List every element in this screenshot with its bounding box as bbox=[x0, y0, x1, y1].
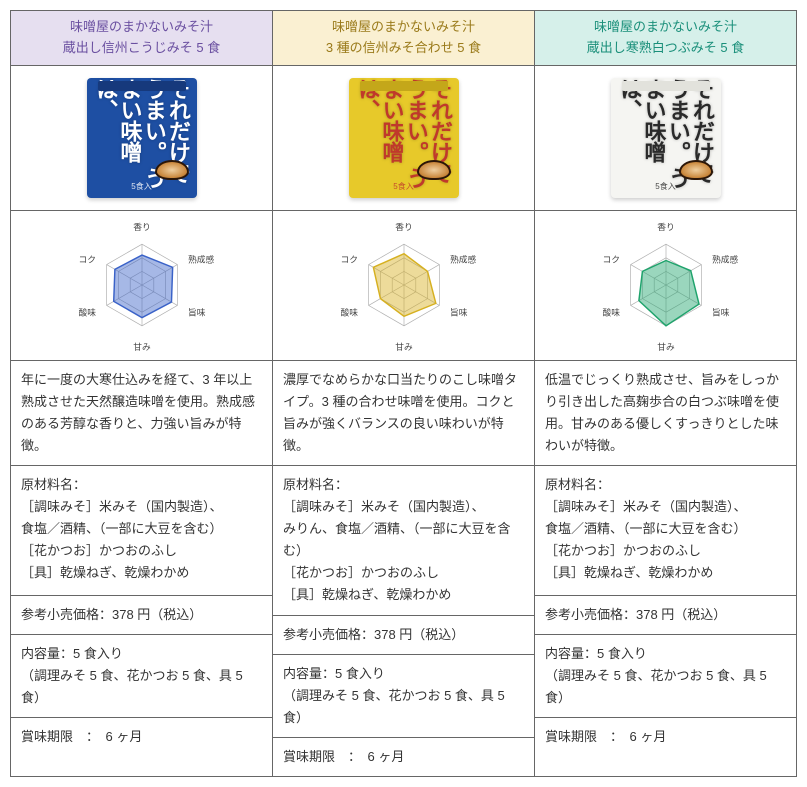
ingredients-line: ［調味みそ］米みそ（国内製造）、 bbox=[283, 496, 524, 518]
contents-cell: 内容量：5 食入り （調理みそ 5 食、花かつお 5 食、具 5 食） bbox=[535, 635, 796, 718]
column-header: 味噌屋のまかないみそ汁 3 種の信州みそ合わせ 5 食 bbox=[273, 11, 534, 66]
ingredients-line: みりん、食塩／酒精、（一部に大豆を含む） bbox=[283, 518, 524, 562]
ingredients-line: ［具］乾燥ねぎ、乾燥わかめ bbox=[283, 584, 524, 606]
contents-cell: 内容量：5 食入り （調理みそ 5 食、花かつお 5 食、具 5 食） bbox=[11, 635, 272, 718]
radar-axis-label: 甘み bbox=[395, 341, 413, 352]
radar-axis-label: 酸味 bbox=[602, 307, 620, 318]
radar-axis-label: 旨味 bbox=[711, 307, 729, 318]
ingredients-cell: 原材料名： ［調味みそ］米みそ（国内製造）、 食塩／酒精、（一部に大豆を含む） … bbox=[535, 466, 796, 596]
description-cell: 低温でじっくり熟成させ、旨みをしっかり引き出した高麹歩合の白つぶ味噌を使用。甘み… bbox=[535, 361, 796, 466]
miso-bowl-icon bbox=[417, 160, 451, 180]
price-cell: 参考小売価格：378 円（税込） bbox=[535, 596, 796, 635]
radar-axis-label: 熟成感 bbox=[449, 253, 475, 264]
radar-cell: 香り熟成感旨味甘み 酸味 コク bbox=[273, 211, 534, 361]
radar-axis-label: 旨味 bbox=[449, 307, 467, 318]
ingredients-line: ［花かつお］かつおのふし bbox=[545, 540, 786, 562]
package-top-flap bbox=[98, 81, 186, 91]
title-line-1: 味噌屋のまかないみそ汁 bbox=[539, 17, 792, 38]
ingredients-line: ［花かつお］かつおのふし bbox=[283, 562, 524, 584]
product-image-cell: それだけでうまい。 うまい味噌は、 5食入 bbox=[273, 66, 534, 211]
ingredients-title: 原材料名： bbox=[21, 474, 262, 496]
radar-axis-label: 甘み bbox=[657, 341, 675, 352]
column-header: 味噌屋のまかないみそ汁 蔵出し信州こうじみそ 5 食 bbox=[11, 11, 272, 66]
radar-axis-label: 香り bbox=[133, 222, 151, 232]
package-sub-text: 5食入 bbox=[655, 181, 675, 192]
package-main-text: それだけでうまい。 うまい味噌は、 bbox=[355, 78, 452, 198]
ingredients-line: ［花かつお］かつおのふし bbox=[21, 540, 262, 562]
title-line-1: 味噌屋のまかないみそ汁 bbox=[277, 17, 530, 38]
expiry-cell: 賞味期限 ： 6 ヶ月 bbox=[273, 738, 534, 776]
contents-title: 内容量：5 食入り bbox=[283, 663, 524, 685]
ingredients-line: 食塩／酒精、（一部に大豆を含む） bbox=[21, 518, 262, 540]
package-main-text: それだけでうまい。 うまい味噌は、 bbox=[93, 78, 190, 198]
radar-axis-label: 熟成感 bbox=[711, 253, 737, 264]
product-column-2: 味噌屋のまかないみそ汁 蔵出し寒熟白つぶみそ 5 食 それだけでうまい。 うまい… bbox=[535, 11, 796, 776]
radar-chart: 香り熟成感旨味甘み 酸味 コク bbox=[576, 215, 756, 355]
radar-axis-label: 酸味 bbox=[340, 307, 358, 318]
product-image-cell: それだけでうまい。 うまい味噌は、 5食入 bbox=[535, 66, 796, 211]
price-cell: 参考小売価格：378 円（税込） bbox=[273, 616, 534, 655]
title-line-1: 味噌屋のまかないみそ汁 bbox=[15, 17, 268, 38]
radar-axis-label: コク bbox=[78, 254, 96, 264]
package-illustration: それだけでうまい。 うまい味噌は、 5食入 bbox=[87, 78, 197, 198]
radar-axis-label: コク bbox=[602, 254, 620, 264]
radar-axis-label: 甘み bbox=[133, 341, 151, 352]
product-image-cell: それだけでうまい。 うまい味噌は、 5食入 bbox=[11, 66, 272, 211]
radar-axis-label: 旨味 bbox=[187, 307, 205, 318]
package-top-flap bbox=[360, 81, 448, 91]
product-column-0: 味噌屋のまかないみそ汁 蔵出し信州こうじみそ 5 食 それだけでうまい。 うまい… bbox=[11, 11, 273, 776]
description-cell: 濃厚でなめらかな口当たりのこし味噌タイプ。3 種の合わせ味噌を使用。コクと旨みが… bbox=[273, 361, 534, 466]
ingredients-cell: 原材料名： ［調味みそ］米みそ（国内製造）、 みりん、食塩／酒精、（一部に大豆を… bbox=[273, 466, 534, 616]
radar-axis-label: 香り bbox=[395, 222, 413, 232]
description-cell: 年に一度の大寒仕込みを経て、3 年以上熟成させた天然醸造味噌を使用。熟成感のある… bbox=[11, 361, 272, 466]
radar-axis-label: 熟成感 bbox=[187, 253, 213, 264]
price-cell: 参考小売価格：378 円（税込） bbox=[11, 596, 272, 635]
column-header: 味噌屋のまかないみそ汁 蔵出し寒熟白つぶみそ 5 食 bbox=[535, 11, 796, 66]
ingredients-line: ［具］乾燥ねぎ、乾燥わかめ bbox=[545, 562, 786, 584]
miso-bowl-icon bbox=[679, 160, 713, 180]
package-illustration: それだけでうまい。 うまい味噌は、 5食入 bbox=[349, 78, 459, 198]
package-sub-text: 5食入 bbox=[393, 181, 413, 192]
ingredients-line: ［具］乾燥ねぎ、乾燥わかめ bbox=[21, 562, 262, 584]
radar-axis-label: 酸味 bbox=[78, 307, 96, 318]
comparison-table: 味噌屋のまかないみそ汁 蔵出し信州こうじみそ 5 食 それだけでうまい。 うまい… bbox=[10, 10, 797, 777]
contents-title: 内容量：5 食入り bbox=[21, 643, 262, 665]
title-line-2: 蔵出し信州こうじみそ 5 食 bbox=[15, 38, 268, 59]
contents-cell: 内容量：5 食入り （調理みそ 5 食、花かつお 5 食、具 5 食） bbox=[273, 655, 534, 738]
ingredients-line: ［調味みそ］米みそ（国内製造）、 bbox=[21, 496, 262, 518]
package-illustration: それだけでうまい。 うまい味噌は、 5食入 bbox=[611, 78, 721, 198]
contents-detail: （調理みそ 5 食、花かつお 5 食、具 5 食） bbox=[283, 685, 524, 729]
ingredients-line: 食塩／酒精、（一部に大豆を含む） bbox=[545, 518, 786, 540]
radar-axis-label: 香り bbox=[657, 222, 675, 232]
package-main-text: それだけでうまい。 うまい味噌は、 bbox=[617, 78, 714, 198]
radar-chart: 香り熟成感旨味甘み 酸味 コク bbox=[52, 215, 232, 355]
miso-bowl-icon bbox=[155, 160, 189, 180]
contents-detail: （調理みそ 5 食、花かつお 5 食、具 5 食） bbox=[21, 665, 262, 709]
package-top-flap bbox=[622, 81, 710, 91]
contents-detail: （調理みそ 5 食、花かつお 5 食、具 5 食） bbox=[545, 665, 786, 709]
ingredients-cell: 原材料名： ［調味みそ］米みそ（国内製造）、 食塩／酒精、（一部に大豆を含む） … bbox=[11, 466, 272, 596]
product-column-1: 味噌屋のまかないみそ汁 3 種の信州みそ合わせ 5 食 それだけでうまい。 うま… bbox=[273, 11, 535, 776]
ingredients-title: 原材料名： bbox=[283, 474, 524, 496]
contents-title: 内容量：5 食入り bbox=[545, 643, 786, 665]
package-sub-text: 5食入 bbox=[131, 181, 151, 192]
radar-cell: 香り熟成感旨味甘み 酸味 コク bbox=[11, 211, 272, 361]
radar-cell: 香り熟成感旨味甘み 酸味 コク bbox=[535, 211, 796, 361]
radar-axis-label: コク bbox=[340, 254, 358, 264]
title-line-2: 蔵出し寒熟白つぶみそ 5 食 bbox=[539, 38, 792, 59]
radar-chart: 香り熟成感旨味甘み 酸味 コク bbox=[314, 215, 494, 355]
title-line-2: 3 種の信州みそ合わせ 5 食 bbox=[277, 38, 530, 59]
ingredients-line: ［調味みそ］米みそ（国内製造）、 bbox=[545, 496, 786, 518]
ingredients-title: 原材料名： bbox=[545, 474, 786, 496]
